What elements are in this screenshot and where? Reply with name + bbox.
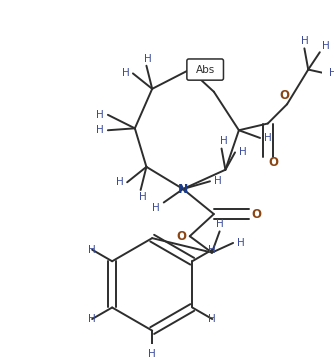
Text: H: H — [152, 203, 160, 213]
Text: H: H — [148, 349, 156, 357]
Text: O: O — [279, 89, 289, 102]
Text: H: H — [88, 314, 96, 324]
Text: O: O — [176, 230, 186, 243]
Text: Abs: Abs — [195, 65, 215, 75]
Text: H: H — [237, 238, 245, 248]
Text: H: H — [96, 110, 104, 120]
Text: H: H — [208, 314, 216, 324]
Text: H: H — [264, 133, 272, 143]
FancyBboxPatch shape — [187, 59, 223, 80]
Text: H: H — [96, 125, 104, 135]
Text: H: H — [122, 69, 130, 79]
Text: N: N — [178, 182, 188, 196]
Text: O: O — [269, 156, 279, 170]
Text: H: H — [239, 147, 246, 157]
Text: H: H — [301, 36, 308, 46]
Text: H: H — [88, 245, 96, 255]
Text: H: H — [116, 177, 123, 187]
Text: O: O — [251, 207, 261, 221]
Text: H: H — [214, 176, 221, 186]
Text: H: H — [219, 136, 227, 146]
Text: H: H — [329, 69, 334, 79]
Text: H: H — [145, 54, 152, 64]
Text: H: H — [322, 41, 329, 51]
Text: H: H — [216, 219, 223, 229]
Text: H: H — [139, 192, 146, 202]
Text: H: H — [208, 245, 216, 255]
